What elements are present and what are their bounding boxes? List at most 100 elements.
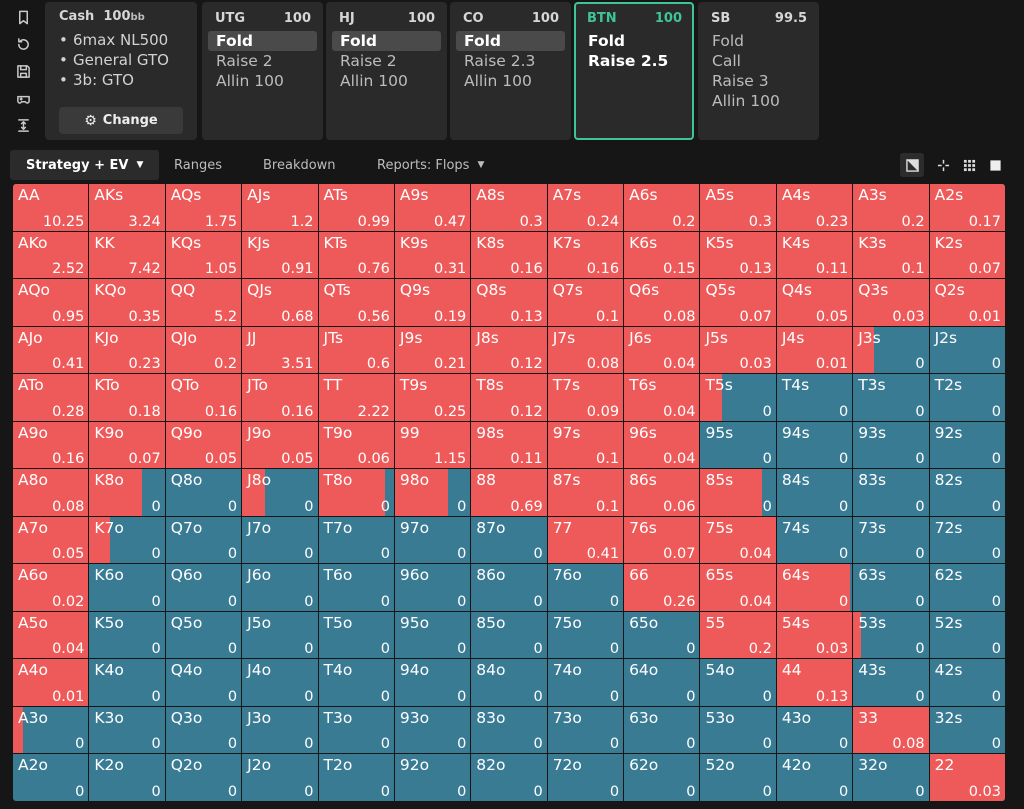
hand-cell[interactable]: J4o 0 bbox=[242, 659, 318, 706]
hand-cell[interactable]: 94s 0 bbox=[776, 421, 853, 469]
hand-cell[interactable]: 52o 0 bbox=[700, 754, 776, 801]
hand-cell[interactable]: Q7s 0.1 bbox=[547, 279, 624, 326]
hand-cell[interactable]: 97s 0.1 bbox=[547, 421, 624, 469]
hand-cell[interactable]: Q4s 0.05 bbox=[776, 279, 853, 326]
hand-cell[interactable]: 66 0.26 bbox=[624, 564, 700, 611]
hand-cell[interactable]: 76o 0 bbox=[547, 564, 624, 611]
action-option[interactable]: Fold bbox=[712, 32, 744, 50]
hand-cell[interactable]: T6o 0 bbox=[318, 564, 394, 611]
hand-cell[interactable]: J9o 0.05 bbox=[242, 421, 318, 469]
hand-cell[interactable]: K3o 0 bbox=[89, 706, 165, 754]
hand-cell[interactable]: 84o 0 bbox=[471, 659, 547, 706]
action-option[interactable]: Raise 2.3 bbox=[464, 52, 536, 70]
action-option[interactable]: Raise 3 bbox=[712, 72, 769, 90]
hand-cell[interactable]: 92s 0 bbox=[929, 421, 1005, 469]
hand-cell[interactable]: Q2o 0 bbox=[165, 754, 242, 801]
hand-cell[interactable]: AKo 2.52 bbox=[13, 231, 89, 279]
hand-cell[interactable]: Q6s 0.08 bbox=[624, 279, 700, 326]
hand-cell[interactable]: AJs 1.2 bbox=[242, 184, 318, 231]
hand-cell[interactable]: 88 0.69 bbox=[471, 469, 547, 516]
tab-breakdown[interactable]: Breakdown bbox=[263, 157, 336, 173]
hand-cell[interactable]: J3s 0 bbox=[853, 326, 929, 374]
hand-cell[interactable]: K9s 0.31 bbox=[394, 231, 471, 279]
hand-cell[interactable]: KJo 0.23 bbox=[89, 326, 165, 374]
hand-cell[interactable]: 63s 0 bbox=[853, 564, 929, 611]
hand-cell[interactable]: T6s 0.04 bbox=[624, 374, 700, 421]
hand-cell[interactable]: 86s 0.06 bbox=[624, 469, 700, 516]
hand-cell[interactable]: 98s 0.11 bbox=[471, 421, 547, 469]
hand-cell[interactable]: J9s 0.21 bbox=[394, 326, 471, 374]
hand-cell[interactable]: K7o 0 bbox=[89, 516, 165, 564]
hand-cell[interactable]: 93s 0 bbox=[853, 421, 929, 469]
fit-height-icon[interactable] bbox=[12, 114, 34, 136]
hand-cell[interactable]: 75o 0 bbox=[547, 611, 624, 659]
action-option[interactable]: Fold bbox=[332, 31, 441, 51]
hand-cell[interactable]: K4o 0 bbox=[89, 659, 165, 706]
hand-cell[interactable]: Q8o 0 bbox=[165, 469, 242, 516]
hand-cell[interactable]: 96o 0 bbox=[394, 564, 471, 611]
position-card-utg[interactable]: UTG 100 Fold Raise 2 Allin 100 bbox=[202, 2, 323, 140]
hand-cell[interactable]: 83s 0 bbox=[853, 469, 929, 516]
hand-cell[interactable]: 75s 0.04 bbox=[700, 516, 776, 564]
hand-cell[interactable]: KTs 0.76 bbox=[318, 231, 394, 279]
hand-cell[interactable]: A7o 0.05 bbox=[13, 516, 89, 564]
bookmark-icon[interactable] bbox=[12, 6, 34, 28]
hand-cell[interactable]: ATo 0.28 bbox=[13, 374, 89, 421]
action-option[interactable]: Raise 2 bbox=[340, 52, 397, 70]
hand-cell[interactable]: 73s 0 bbox=[853, 516, 929, 564]
hand-cell[interactable]: K2s 0.07 bbox=[929, 231, 1005, 279]
hand-cell[interactable]: JJ 3.51 bbox=[242, 326, 318, 374]
hand-cell[interactable]: Q2s 0.01 bbox=[929, 279, 1005, 326]
hand-cell[interactable]: T8s 0.12 bbox=[471, 374, 547, 421]
save-icon[interactable] bbox=[12, 60, 34, 82]
hand-cell[interactable]: AQo 0.95 bbox=[13, 279, 89, 326]
hand-cell[interactable]: QJo 0.2 bbox=[165, 326, 242, 374]
hand-cell[interactable]: JTs 0.6 bbox=[318, 326, 394, 374]
position-card-hj[interactable]: HJ 100 Fold Raise 2 Allin 100 bbox=[326, 2, 447, 140]
hand-cell[interactable]: ATs 0.99 bbox=[318, 184, 394, 231]
hand-cell[interactable]: 77 0.41 bbox=[547, 516, 624, 564]
hand-cell[interactable]: K2o 0 bbox=[89, 754, 165, 801]
hand-cell[interactable]: 74s 0 bbox=[776, 516, 853, 564]
hand-cell[interactable]: TT 2.22 bbox=[318, 374, 394, 421]
hand-cell[interactable]: 92o 0 bbox=[394, 754, 471, 801]
position-card-sb[interactable]: SB 99.5 Fold Call Raise 3 Allin 100 bbox=[698, 2, 819, 140]
action-option[interactable]: Allin 100 bbox=[340, 72, 408, 90]
hand-cell[interactable]: Q5o 0 bbox=[165, 611, 242, 659]
hand-cell[interactable]: 86o 0 bbox=[471, 564, 547, 611]
hand-cell[interactable]: K8s 0.16 bbox=[471, 231, 547, 279]
hand-cell[interactable]: A9s 0.47 bbox=[394, 184, 471, 231]
hand-cell[interactable]: QTs 0.56 bbox=[318, 279, 394, 326]
hand-cell[interactable]: 72o 0 bbox=[547, 754, 624, 801]
hand-cell[interactable]: J7o 0 bbox=[242, 516, 318, 564]
hand-cell[interactable]: AQs 1.75 bbox=[165, 184, 242, 231]
hand-cell[interactable]: KQo 0.35 bbox=[89, 279, 165, 326]
hand-cell[interactable]: 62s 0 bbox=[929, 564, 1005, 611]
hand-cell[interactable]: T2s 0 bbox=[929, 374, 1005, 421]
square-icon[interactable] bbox=[983, 153, 1007, 177]
hand-cell[interactable]: 43o 0 bbox=[776, 706, 853, 754]
hand-cell[interactable]: 44 0.13 bbox=[776, 659, 853, 706]
hand-cell[interactable]: A3o 0 bbox=[13, 706, 89, 754]
hand-cell[interactable]: T9o 0.06 bbox=[318, 421, 394, 469]
hand-cell[interactable]: 64s 0 bbox=[776, 564, 853, 611]
hand-cell[interactable]: Q3s 0.03 bbox=[853, 279, 929, 326]
hand-cell[interactable]: T8o 0 bbox=[318, 469, 394, 516]
hand-cell[interactable]: Q4o 0 bbox=[165, 659, 242, 706]
hand-cell[interactable]: 62o 0 bbox=[624, 754, 700, 801]
hand-cell[interactable]: T7o 0 bbox=[318, 516, 394, 564]
hand-cell[interactable]: 95o 0 bbox=[394, 611, 471, 659]
hand-cell[interactable]: T3s 0 bbox=[853, 374, 929, 421]
hand-cell[interactable]: 54s 0.03 bbox=[776, 611, 853, 659]
hand-cell[interactable]: Q3o 0 bbox=[165, 706, 242, 754]
hand-cell[interactable]: J8o 0 bbox=[242, 469, 318, 516]
hand-cell[interactable]: K8o 0 bbox=[89, 469, 165, 516]
action-option[interactable]: Allin 100 bbox=[216, 72, 284, 90]
gamepad-icon[interactable] bbox=[12, 87, 34, 109]
hand-cell[interactable]: AA 10.25 bbox=[13, 184, 89, 231]
hand-cell[interactable]: KK 7.42 bbox=[89, 231, 165, 279]
hand-cell[interactable]: T7s 0.09 bbox=[547, 374, 624, 421]
hand-cell[interactable]: 65o 0 bbox=[624, 611, 700, 659]
refresh-icon[interactable] bbox=[12, 33, 34, 55]
hand-cell[interactable]: J7s 0.08 bbox=[547, 326, 624, 374]
